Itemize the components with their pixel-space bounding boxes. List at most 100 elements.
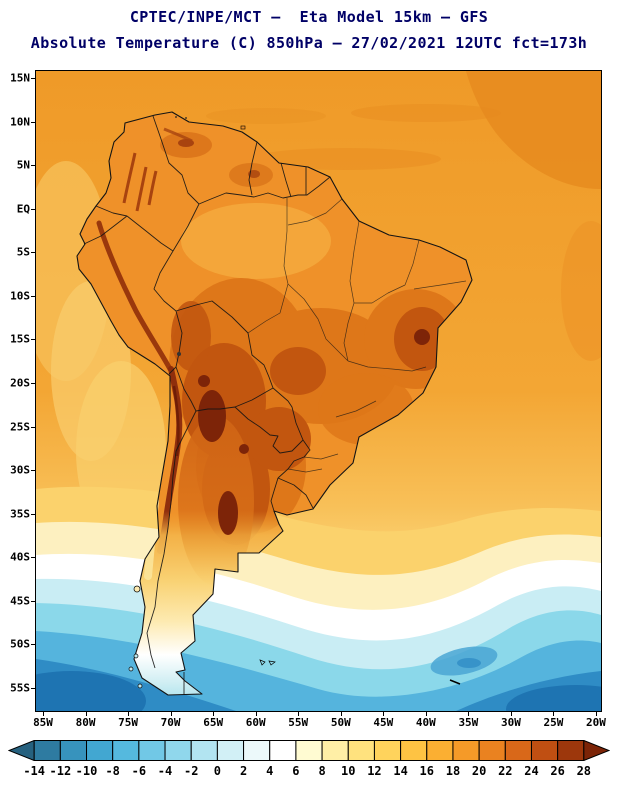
lat-label: 30S	[10, 463, 30, 477]
lat-tick-mark	[31, 687, 35, 689]
lat-label: 15S	[10, 332, 30, 346]
colorbar-cell	[269, 740, 297, 761]
colorbar-tick-label: 8	[318, 764, 326, 778]
colorbar-tick-label: 2	[239, 764, 248, 778]
lon-tick-mark	[510, 712, 512, 716]
colorbar-cell	[452, 740, 480, 761]
lat-tick-mark	[31, 78, 35, 79]
lon-tick-mark	[340, 712, 342, 716]
lon-tick-mark	[425, 712, 427, 716]
lat-label: 35S	[10, 507, 30, 521]
colorbar-cell	[190, 740, 218, 761]
lat-label: EQ	[16, 202, 30, 216]
lon-tick-mark	[298, 712, 300, 716]
colorbar-cell	[112, 740, 140, 761]
colorbar-cell	[583, 740, 610, 761]
colorbar-cell	[295, 740, 323, 761]
lat-label: 15N	[10, 71, 30, 85]
colorbar-tick-label: 6	[292, 764, 300, 778]
colorbar-cell	[557, 740, 585, 761]
colorbar-cell	[164, 740, 192, 761]
lon-tick-mark	[595, 712, 597, 716]
colorbar-cell	[504, 740, 532, 761]
lat-label: 5N	[16, 158, 30, 172]
colorbar	[8, 740, 610, 761]
colorbar-tick-label: 18	[445, 764, 461, 778]
colorbar-tick-label: 20	[471, 764, 487, 778]
lon-tick-mark	[468, 712, 470, 716]
colorbar-cell	[86, 740, 114, 761]
colorbar-tick-label: 14	[393, 764, 408, 778]
lat-label: 40S	[10, 550, 30, 564]
colorbar-tick-label: 0	[213, 764, 222, 778]
colorbar-tick-label: 28	[576, 764, 592, 778]
lat-label: 55S	[10, 681, 30, 695]
colorbar-cell	[426, 740, 454, 761]
colorbar-tick-label: -6	[131, 764, 147, 778]
lat-tick-mark	[31, 252, 35, 254]
lat-tick-mark	[31, 382, 35, 384]
colorbar-tick-label: 4	[266, 764, 274, 778]
colorbar-cell	[530, 740, 559, 761]
lon-tick-mark	[213, 712, 215, 716]
title-line-1: CPTEC/INPE/MCT – Eta Model 15km – GFS	[129, 8, 489, 26]
colorbar-cell	[8, 740, 35, 761]
lat-tick-mark	[31, 208, 35, 210]
lat-label: 10N	[10, 115, 30, 129]
map-plot-frame	[35, 70, 602, 712]
lat-tick-mark	[31, 557, 35, 559]
lat-tick-mark	[31, 165, 35, 167]
colorbar-cell	[59, 740, 88, 761]
map-canvas	[36, 71, 601, 711]
title-line-2: Absolute Temperature (C) 850hPa – 27/02/…	[30, 34, 588, 52]
lon-label: 85W	[33, 716, 53, 729]
colorbar-tick-label: -14	[23, 764, 46, 778]
lat-tick-mark	[31, 600, 35, 602]
state-borders	[247, 198, 467, 473]
colorbar-tick-label: -8	[105, 764, 120, 778]
colorbar-cell	[138, 740, 166, 761]
lon-label: 50W	[330, 716, 351, 729]
colorbar-cell	[400, 740, 428, 761]
colorbar-cell	[33, 740, 61, 761]
lat-tick-mark	[31, 470, 35, 472]
lat-tick-mark	[31, 339, 35, 341]
colorbar-tick-label: 24	[524, 764, 539, 778]
lat-tick-mark	[31, 426, 35, 428]
colorbar-tick-label: -10	[75, 764, 98, 778]
lat-label: 20S	[10, 376, 30, 390]
colorbar-tick-label: 12	[367, 764, 382, 778]
lon-label: 25W	[543, 716, 564, 729]
lon-tick-mark	[128, 712, 130, 716]
lon-label: 45W	[373, 716, 394, 729]
islands	[128, 116, 461, 689]
colorbar-cell	[321, 740, 349, 761]
lon-tick-mark	[170, 712, 172, 716]
colorbar-cell	[216, 740, 245, 761]
lon-label: 35W	[458, 716, 479, 729]
colorbar-cell	[478, 740, 506, 761]
colorbar-cell	[347, 740, 375, 761]
colorbar-scale	[8, 740, 610, 761]
lon-label: 40W	[415, 716, 436, 729]
lon-label: 80W	[75, 716, 96, 729]
colorbar-tick-label: 26	[550, 764, 565, 778]
lon-label: 65W	[203, 716, 224, 729]
lat-label: 5S	[16, 245, 30, 259]
lon-label: 60W	[245, 716, 266, 729]
colorbar-labels: -14 -12 -10 -8 -6 -4 -2 0 2 4 6 8 10 12 14 16 18 20 22 24 26…	[8, 764, 610, 780]
lon-tick-mark	[255, 712, 257, 716]
lat-tick-mark	[31, 295, 35, 297]
colorbar-cell	[243, 740, 271, 761]
lat-tick-mark	[31, 513, 35, 515]
lon-label: 70W	[160, 716, 181, 729]
colorbar-cell	[373, 740, 402, 761]
lat-label: 50S	[10, 637, 30, 651]
coastline	[76, 111, 473, 696]
lon-label: 55W	[288, 716, 309, 729]
lat-tick-mark	[31, 121, 35, 123]
colorbar-tick-label: -2	[183, 764, 199, 778]
lat-tick-mark	[31, 644, 35, 646]
lon-label: 75W	[118, 716, 138, 729]
